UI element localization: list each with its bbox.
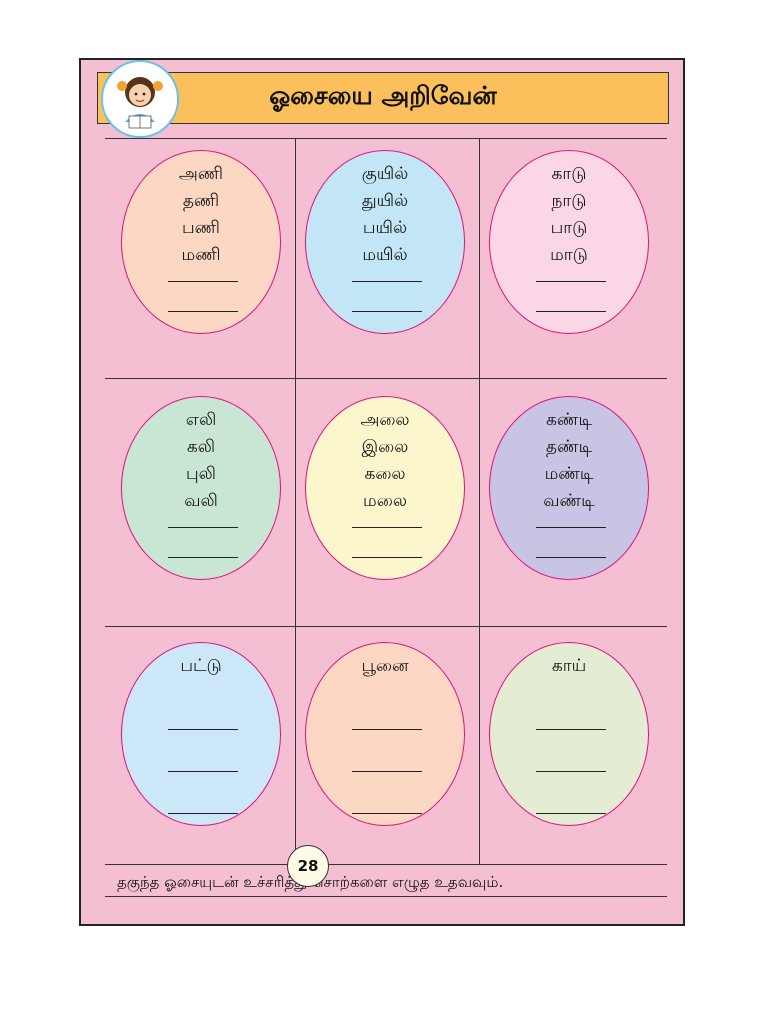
- word-list: அணி தணி பணி மணி: [122, 161, 280, 269]
- word: மலை: [363, 491, 407, 511]
- answer-blank-line[interactable]: [168, 527, 238, 528]
- answer-blank-line[interactable]: [536, 281, 606, 282]
- word: மணி: [181, 245, 221, 265]
- answer-blank-line[interactable]: [168, 281, 238, 282]
- word-list: குயில் துயில் பயில் மயில்: [306, 161, 464, 269]
- word: இலை: [361, 437, 409, 457]
- answer-blank-line[interactable]: [168, 729, 238, 730]
- word: கண்டி: [545, 410, 593, 430]
- answer-blank-line[interactable]: [352, 281, 422, 282]
- word: அணி: [178, 164, 224, 184]
- word-oval: பூனை: [305, 642, 465, 826]
- answer-blank-line[interactable]: [536, 771, 606, 772]
- word: கலி: [186, 437, 216, 457]
- word-oval: அணி தணி பணி மணி: [121, 150, 281, 334]
- word-list: பூனை: [306, 653, 464, 680]
- grid-line: [105, 378, 667, 379]
- grid-line: [479, 138, 480, 864]
- word-list: கண்டி தண்டி மண்டி வண்டி: [490, 407, 648, 515]
- word: மயில்: [362, 245, 408, 265]
- word: காடு: [551, 164, 587, 184]
- word-list: எலி கலி புலி வலி: [122, 407, 280, 515]
- word: பூனை: [361, 656, 409, 676]
- answer-blank-line[interactable]: [168, 813, 238, 814]
- girl-reading-icon: [101, 60, 179, 138]
- word: காய்: [551, 656, 587, 676]
- grid-line: [105, 896, 667, 897]
- word: மண்டி: [544, 464, 594, 484]
- word: கலை: [364, 464, 406, 484]
- answer-blank-line[interactable]: [536, 311, 606, 312]
- page-number: 28: [287, 845, 329, 887]
- grid-line: [105, 138, 667, 139]
- word-list: காய்: [490, 653, 648, 680]
- answer-blank-line[interactable]: [352, 729, 422, 730]
- word: தண்டி: [545, 437, 593, 457]
- word: பணி: [182, 218, 220, 238]
- page-title: ஓசையை அறிவேன்: [269, 81, 497, 110]
- word: மாடு: [550, 245, 588, 265]
- answer-blank-line[interactable]: [352, 813, 422, 814]
- answer-blank-line[interactable]: [352, 771, 422, 772]
- word-oval: காய்: [489, 642, 649, 826]
- answer-blank-line[interactable]: [536, 813, 606, 814]
- word: தணி: [182, 191, 220, 211]
- answer-blank-line[interactable]: [168, 771, 238, 772]
- word: வலி: [184, 491, 218, 511]
- answer-blank-line[interactable]: [168, 557, 238, 558]
- answer-blank-line[interactable]: [536, 729, 606, 730]
- word: துயில்: [361, 191, 409, 211]
- word: எலி: [185, 410, 217, 430]
- word-list: அலை இலை கலை மலை: [306, 407, 464, 515]
- word: பயில்: [362, 218, 408, 238]
- answer-blank-line[interactable]: [352, 557, 422, 558]
- word: நாடு: [551, 191, 587, 211]
- word-oval: அலை இலை கலை மலை: [305, 396, 465, 580]
- word-list: காடு நாடு பாடு மாடு: [490, 161, 648, 269]
- word: வண்டி: [543, 491, 595, 511]
- answer-blank-line[interactable]: [536, 557, 606, 558]
- grid-line: [105, 626, 667, 627]
- word: பாடு: [550, 218, 588, 238]
- answer-blank-line[interactable]: [352, 311, 422, 312]
- word-oval: காடு நாடு பாடு மாடு: [489, 150, 649, 334]
- word-oval: கண்டி தண்டி மண்டி வண்டி: [489, 396, 649, 580]
- answer-blank-line[interactable]: [352, 527, 422, 528]
- worksheet-page: ஓசையை அறிவேன் அணி தணி பணி மணி குயில் துயில் பய…: [79, 58, 685, 926]
- title-bar: ஓசையை அறிவேன்: [97, 72, 669, 124]
- grid-line: [105, 864, 667, 865]
- word-oval: குயில் துயில் பயில் மயில்: [305, 150, 465, 334]
- word: பட்டு: [180, 656, 222, 676]
- grid-line: [295, 138, 296, 864]
- word: அலை: [360, 410, 410, 430]
- answer-blank-line[interactable]: [536, 527, 606, 528]
- word-list: பட்டு: [122, 653, 280, 680]
- word-oval: எலி கலி புலி வலி: [121, 396, 281, 580]
- answer-blank-line[interactable]: [168, 311, 238, 312]
- word-oval: பட்டு: [121, 642, 281, 826]
- word: குயில்: [361, 164, 409, 184]
- word: புலி: [186, 464, 216, 484]
